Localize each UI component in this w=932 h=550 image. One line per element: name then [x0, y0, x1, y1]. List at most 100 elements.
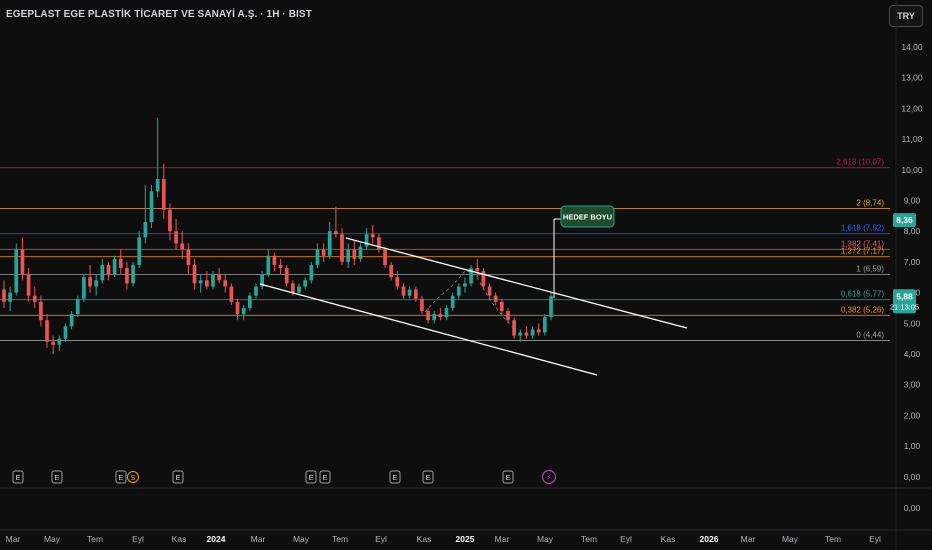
candle-body[interactable] — [186, 249, 191, 265]
candle-body[interactable] — [39, 301, 43, 321]
candle-body[interactable] — [493, 295, 498, 302]
candle-body[interactable] — [278, 264, 283, 269]
candle-body[interactable] — [370, 234, 375, 238]
candle-body[interactable] — [383, 249, 387, 265]
candle-body[interactable] — [524, 332, 529, 336]
candle-body[interactable] — [8, 292, 12, 302]
candle-body[interactable] — [395, 277, 400, 287]
candle-body[interactable] — [75, 298, 80, 315]
candle-body[interactable] — [192, 264, 197, 284]
candle-body[interactable] — [303, 280, 308, 287]
candle-body[interactable] — [260, 274, 264, 287]
candle-body[interactable] — [512, 320, 516, 336]
candle-body[interactable] — [204, 280, 209, 287]
candle-body[interactable] — [499, 301, 504, 312]
candle-body[interactable] — [420, 298, 424, 312]
candle-body[interactable] — [112, 258, 117, 275]
candle-body[interactable] — [463, 283, 467, 287]
candle-body[interactable] — [174, 231, 178, 244]
earnings-marker[interactable] — [389, 470, 401, 484]
candle-body[interactable] — [530, 329, 535, 336]
candle-body[interactable] — [389, 264, 394, 278]
candle-body[interactable] — [106, 264, 111, 275]
candle-body[interactable] — [241, 307, 246, 315]
candle-body[interactable] — [407, 289, 412, 296]
earnings-marker[interactable] — [502, 470, 514, 484]
candle-body[interactable] — [125, 268, 129, 284]
candle-body[interactable] — [346, 249, 351, 262]
candle-body[interactable] — [211, 274, 215, 287]
candle-body[interactable] — [358, 246, 363, 259]
candle-body[interactable] — [168, 209, 172, 232]
earnings-marker[interactable] — [319, 470, 331, 484]
candle-body[interactable] — [254, 286, 258, 296]
candle-body[interactable] — [51, 341, 56, 345]
candle-body[interactable] — [131, 264, 135, 284]
channel-lower-line[interactable] — [259, 283, 598, 376]
candle-body[interactable] — [100, 264, 105, 281]
candle-body[interactable] — [506, 311, 510, 321]
candle-body[interactable] — [20, 249, 25, 275]
candle-body[interactable] — [413, 289, 418, 299]
candle-body[interactable] — [291, 283, 295, 293]
candle-body[interactable] — [217, 274, 221, 281]
candle-body[interactable] — [137, 237, 142, 265]
candle-body[interactable] — [426, 311, 430, 321]
candle-body[interactable] — [475, 268, 480, 272]
candle-body[interactable] — [149, 191, 154, 222]
candle-body[interactable] — [481, 271, 486, 287]
candle-body[interactable] — [235, 301, 240, 315]
candle-body[interactable] — [432, 314, 437, 321]
candle-body[interactable] — [180, 243, 185, 250]
earnings-marker[interactable] — [51, 470, 63, 484]
candle-body[interactable] — [14, 249, 19, 293]
candle-body[interactable] — [272, 255, 277, 265]
candle-body[interactable] — [450, 295, 455, 308]
candle-body[interactable] — [469, 268, 473, 284]
candle-body[interactable] — [161, 179, 166, 210]
candle-body[interactable] — [2, 289, 6, 302]
candle-body[interactable] — [45, 320, 49, 342]
candle-body[interactable] — [518, 332, 523, 336]
earnings-marker[interactable] — [115, 470, 127, 484]
candle-body[interactable] — [63, 326, 68, 339]
candle-body[interactable] — [438, 314, 443, 318]
candle-body[interactable] — [26, 274, 31, 296]
candle-body[interactable] — [444, 307, 449, 318]
candle-body[interactable] — [69, 314, 74, 327]
candle-body[interactable] — [364, 234, 369, 247]
candle-body[interactable] — [32, 295, 37, 302]
candle-body[interactable] — [487, 286, 492, 296]
candle-body[interactable] — [82, 277, 86, 299]
news-lightning-icon[interactable] — [541, 469, 557, 485]
candle-body[interactable] — [352, 249, 357, 259]
candle-body[interactable] — [297, 286, 301, 293]
candle-body[interactable] — [321, 249, 326, 256]
candle-body[interactable] — [118, 258, 123, 269]
earnings-marker[interactable] — [422, 470, 434, 484]
earnings-marker[interactable] — [305, 470, 317, 484]
target-annotation[interactable]: HEDEF BOYU — [560, 205, 615, 228]
currency-button[interactable]: TRY — [889, 5, 923, 27]
candle-body[interactable] — [284, 268, 289, 284]
candle-body[interactable] — [549, 296, 553, 318]
earnings-marker[interactable] — [12, 470, 24, 484]
candle-body[interactable] — [266, 255, 271, 275]
candle-body[interactable] — [543, 317, 547, 333]
candle-body[interactable] — [327, 231, 332, 256]
candle-body[interactable] — [88, 277, 92, 287]
candle-body[interactable] — [229, 286, 234, 302]
candle-body[interactable] — [309, 264, 314, 281]
candle-body[interactable] — [247, 295, 252, 308]
split-marker[interactable] — [127, 471, 139, 483]
candle-body[interactable] — [155, 179, 160, 192]
candle-body[interactable] — [340, 234, 344, 262]
candle-body[interactable] — [401, 286, 406, 296]
candle-body[interactable] — [143, 221, 148, 238]
earnings-marker[interactable] — [172, 470, 184, 484]
candle-body[interactable] — [198, 280, 203, 284]
candle-body[interactable] — [57, 338, 62, 345]
candle-body[interactable] — [315, 249, 320, 265]
channel-upper-line[interactable] — [345, 237, 688, 329]
